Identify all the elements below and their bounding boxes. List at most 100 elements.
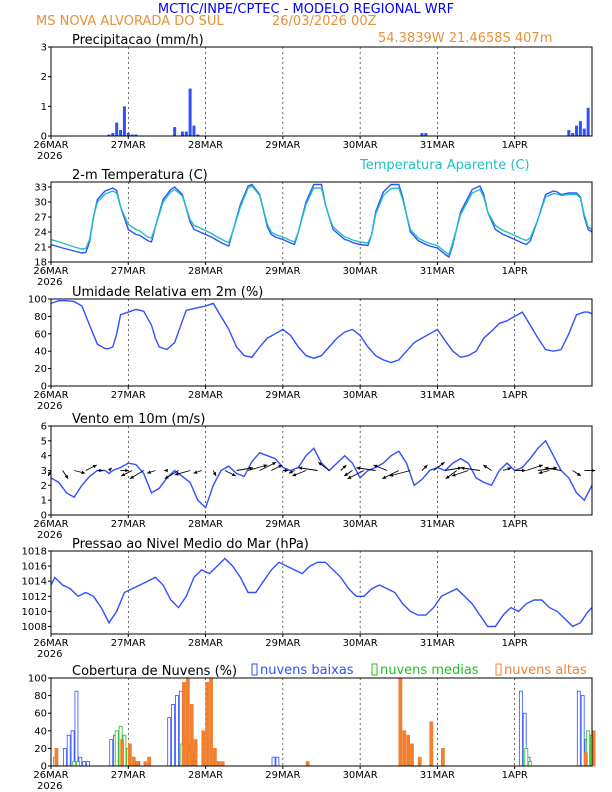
- pres-ytick-label: 1008: [22, 622, 47, 633]
- wind-arrow-head: [284, 468, 289, 473]
- wind-arrow-head: [231, 472, 236, 476]
- wind-arrow-head: [288, 470, 293, 474]
- wind-arrow-head: [193, 470, 198, 474]
- cloud-bar-nuvens-altas: [193, 739, 198, 767]
- clouds-xtick-label: 26MAR: [33, 770, 68, 781]
- wind-arrow-head: [483, 465, 488, 469]
- wind-arrow-head: [292, 473, 297, 477]
- cloud-bar-nuvens-baixas: [271, 756, 276, 767]
- cloud-bar-nuvens-altas: [417, 756, 422, 767]
- pres-xtick-label: 26MAR: [33, 638, 68, 649]
- precip-bar: [188, 88, 192, 136]
- clouds-panel: 0 20 40 60 80 100 26MAR 27MAR 28MAR 29MAR 30MAR 31M…: [28, 663, 596, 792]
- temp-xtick-label: 26MAR: [33, 266, 68, 277]
- legend-label: nuvens medias: [380, 663, 479, 678]
- cloud-bar-nuvens-medias: [114, 730, 119, 767]
- cloud-bar-nuvens-baixas: [109, 739, 114, 767]
- cloud-bar-nuvens-altas: [212, 748, 217, 767]
- temp-ytick-label: 21: [34, 243, 47, 254]
- precip-bar: [192, 125, 196, 136]
- cloud-bar-nuvens-altas: [440, 748, 445, 767]
- cloud-bar-nuvens-altas: [127, 743, 132, 767]
- wind-arrow-head: [544, 466, 549, 471]
- temp-ytick-label: 18: [34, 258, 47, 269]
- wind-arrow-head: [382, 475, 387, 479]
- precip-xtick-label: 27MAR: [111, 140, 146, 151]
- cloud-bar-nuvens-medias: [76, 761, 80, 767]
- temp-xtick-label: 27MAR: [111, 266, 146, 277]
- clouds-xtick-label: 29MAR: [265, 770, 300, 781]
- rh-xtick-label: 27MAR: [111, 390, 146, 401]
- temp-title: 2-m Temperatura (C): [72, 168, 208, 183]
- cloud-bar-nuvens-altas: [591, 730, 596, 767]
- wind-arrow-head: [342, 465, 347, 469]
- main-title: MCTIC/INPE/CPTEC - MODELO REGIONAL WRF: [158, 2, 454, 17]
- clouds-ytick-label: 0: [41, 762, 47, 773]
- cloud-bar-nuvens-baixas: [70, 730, 75, 767]
- cloud-bar-nuvens-baixas: [167, 717, 172, 767]
- temp-panel: 18 21 24 27 30 33 26MAR 27MAR 28MAR 29MAR 30MAR 31M…: [33, 158, 593, 288]
- cloud-bar-nuvens-altas: [398, 677, 403, 767]
- rh-ytick-label: 0: [41, 382, 47, 393]
- wind-arrow-head: [344, 472, 349, 476]
- rh-ytick-label: 20: [34, 364, 47, 375]
- precip-bar: [126, 133, 130, 136]
- wind-xtick-label: 27MAR: [111, 519, 146, 530]
- temp-frame: [50, 181, 593, 263]
- pres-ytick-label: 1014: [22, 577, 47, 588]
- precip-bar: [134, 134, 138, 136]
- precip-bar: [115, 122, 119, 136]
- cloud-bar-nuvens-baixas: [580, 695, 585, 767]
- clouds-ytick-label: 40: [34, 726, 47, 737]
- wind-arrow-head: [507, 467, 512, 471]
- rh-xtick-label: 1APR: [502, 390, 528, 401]
- cloud-bar-nuvens-altas: [305, 761, 310, 767]
- pres-xtick-label: 31MAR: [420, 638, 455, 649]
- wind-arrow-head: [64, 474, 69, 479]
- precip-bar: [571, 133, 575, 136]
- precip-xtick-label: 29MAR: [265, 140, 300, 151]
- temp-xtick-label: 29MAR: [265, 266, 300, 277]
- clouds-xtick-label: 28MAR: [188, 770, 223, 781]
- wind-xtick-label: 31MAR: [420, 519, 455, 530]
- wind-arrow-head: [522, 468, 526, 473]
- wind-arrow-head: [318, 462, 323, 466]
- pres-ytick-label: 1012: [22, 592, 47, 603]
- wind-ytick-label: 4: [41, 451, 47, 462]
- temp-ytick-label: 24: [34, 228, 47, 239]
- clouds-ytick-label: 100: [28, 674, 47, 685]
- precip-panel: 0 1 2 3 26MAR 27MAR 28MAR 29MAR 30MAR 31MAR 1APR 20…: [33, 33, 593, 162]
- wind-arrow-head: [129, 475, 134, 479]
- wind-arrow: [389, 470, 411, 477]
- temp-xtick-label: 1APR: [502, 266, 528, 277]
- pres-xtick-label: 27MAR: [111, 638, 146, 649]
- cloud-bar-nuvens-altas: [406, 734, 411, 767]
- precip-xtick-label: 28MAR: [188, 140, 223, 151]
- rh-frame: [50, 298, 593, 387]
- wind-arrow-head: [212, 472, 217, 476]
- precip-bar: [122, 106, 126, 136]
- wind-arrow-head: [298, 466, 303, 470]
- wind-ytick-label: 3: [41, 466, 47, 477]
- rh-ytick-label: 80: [34, 312, 47, 323]
- cloud-bar-nuvens-altas: [135, 761, 140, 767]
- wind-arrow-head: [107, 467, 112, 472]
- rh-panel: 0 20 40 60 80 100 26MAR 27MAR 28MAR 29MAR 30MAR 31M…: [28, 285, 593, 412]
- wind-xtick-label: 30MAR: [343, 519, 378, 530]
- precip-year-label: 2026: [37, 151, 62, 162]
- precip-bar: [582, 128, 586, 136]
- pres-ytick-label: 1010: [22, 607, 47, 618]
- wind-arrow-head: [445, 475, 450, 479]
- rh-ytick-label: 40: [34, 347, 47, 358]
- rh-series-line: [50, 300, 593, 364]
- wind-arrow-head: [81, 470, 86, 475]
- wind-arrow-head: [147, 470, 152, 474]
- wind-arrow-head: [389, 473, 394, 477]
- precip-ytick-label: 1: [41, 102, 47, 113]
- precip-bar: [184, 131, 188, 136]
- cloud-bar-nuvens-altas: [131, 756, 136, 767]
- wind-xtick-label: 29MAR: [265, 519, 300, 530]
- cloud-bar-nuvens-baixas: [518, 690, 523, 767]
- clouds-xtick-label: 31MAR: [420, 770, 455, 781]
- clouds-frame: [50, 677, 593, 767]
